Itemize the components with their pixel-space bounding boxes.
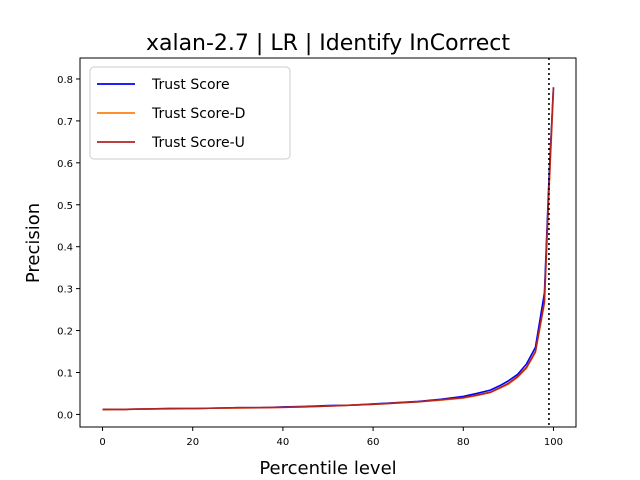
x-tick-label: 100 (544, 437, 563, 448)
x-tick-label: 60 (367, 437, 380, 448)
x-axis: 0 20 40 60 80 100 (99, 427, 563, 448)
y-tick-label: 0.1 (57, 368, 73, 379)
x-tick-label: 80 (457, 437, 470, 448)
y-axis-title: Precision (23, 203, 44, 283)
y-axis: 0.0 0.1 0.2 0.3 0.4 0.5 0.6 0.7 0.8 (57, 75, 80, 421)
legend-label-1: Trust Score (151, 77, 230, 93)
legend: Trust Score Trust Score-D Trust Score-U (89, 66, 291, 160)
y-tick-label: 0.7 (57, 117, 73, 128)
x-axis-title: Percentile level (259, 458, 396, 479)
y-tick-label: 0.4 (57, 243, 73, 254)
axes-frame (79, 57, 577, 428)
x-tick-label: 0 (99, 437, 105, 448)
legend-label-2: Trust Score-D (151, 106, 245, 122)
legend-box (89, 66, 291, 160)
chart-title: xalan-2.7 | LR | Identify InCorrect (146, 31, 510, 56)
series-lines (102, 87, 555, 411)
y-tick-label: 0.6 (57, 159, 73, 170)
y-tick-label: 0.5 (57, 201, 73, 212)
plot-area: 0 20 40 60 80 100 0.0 0.1 0.2 0.3 0.4 0.5 0.6 0.7 0.8 (57, 57, 577, 448)
y-tick-label: 0.2 (57, 327, 73, 338)
series-line-3 (102, 87, 555, 411)
x-tick-label: 40 (277, 437, 290, 448)
legend-label-3: Trust Score-U (151, 135, 245, 151)
y-tick-label: 0.8 (57, 75, 73, 86)
x-tick-label: 20 (186, 437, 199, 448)
y-tick-label: 0.0 (57, 410, 73, 421)
y-tick-label: 0.3 (57, 285, 73, 296)
